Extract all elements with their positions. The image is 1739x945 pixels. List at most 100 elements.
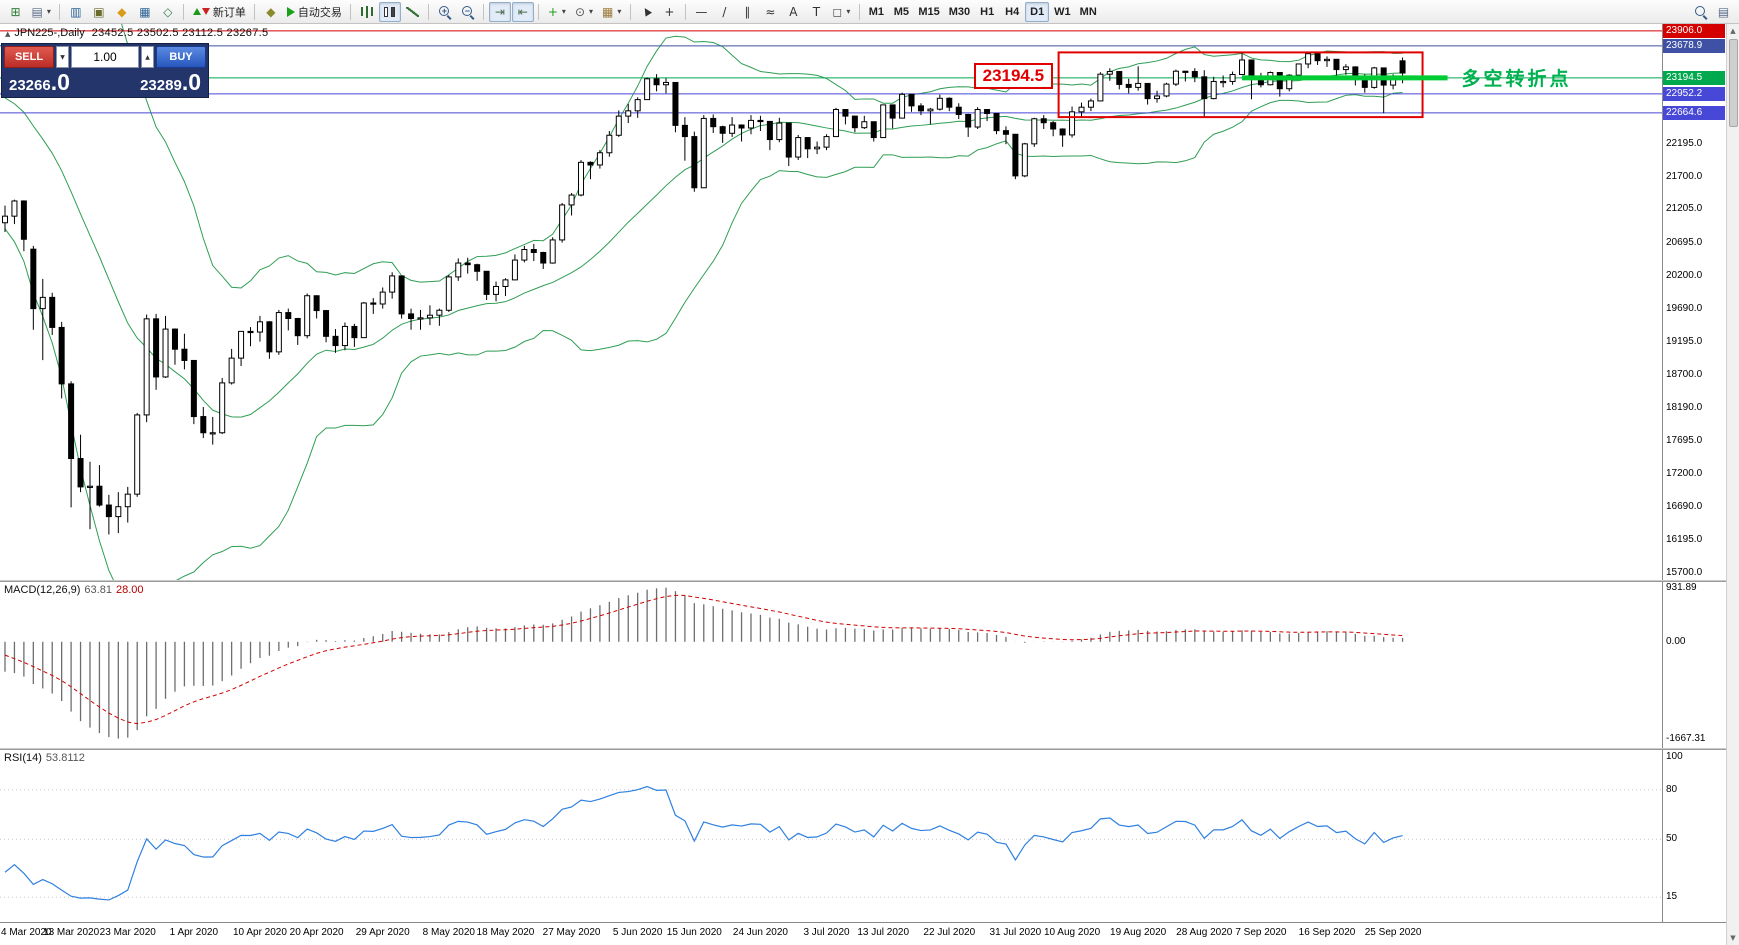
text-label-icon: T <box>812 4 821 19</box>
periods-icon: ⊙ <box>574 4 585 19</box>
price-tick-label: 16690.0 <box>1666 501 1703 513</box>
timeframe-h4-button[interactable]: H4 <box>1000 2 1024 22</box>
new-order-button[interactable]: 新订单 <box>189 2 250 22</box>
time-tick-label: 4 Mar 2020 <box>1 927 52 938</box>
dropdown-arrow-icon: ▾ <box>46 7 51 16</box>
zoom-out-icon: − <box>461 5 475 19</box>
cursor-button[interactable]: ▲ <box>635 2 657 22</box>
trendline-button[interactable]: / <box>713 2 735 22</box>
sell-price: 23266.0 <box>9 71 70 94</box>
crosshair-icon: + <box>664 4 675 19</box>
price-line-label: 23678.9 <box>1663 38 1725 53</box>
templates-button[interactable]: ▦ ▾ <box>598 2 625 22</box>
price-chart-plot[interactable]: ▲ JPN225-,Daily 23452.5 23502.5 23112.5 23… <box>0 24 1662 580</box>
volume-increase-button[interactable]: ▲ <box>141 46 154 68</box>
price-axis[interactable]: 22195.0 21700.0 21205.0 20695.0 20200.0 19690… <box>1662 24 1726 580</box>
metaeditor-button[interactable]: ◆ <box>260 2 282 22</box>
macd-name: MACD(12,26,9) <box>4 584 81 596</box>
crosshair-button[interactable]: + <box>658 2 680 22</box>
zoom-out-button[interactable]: − <box>457 2 479 22</box>
timeframe-d1-button-label: D1 <box>1030 5 1045 18</box>
rsi-line <box>4 785 1403 901</box>
time-tick-label: 8 May 2020 <box>422 927 475 938</box>
macd-tick-label: 0.00 <box>1666 635 1686 647</box>
annotation-rectangle[interactable] <box>1057 51 1424 119</box>
dropdown-arrow-icon: ▾ <box>617 7 622 16</box>
new-chart-icon: ⊞ <box>10 4 21 19</box>
sell-button[interactable]: SELL <box>4 46 54 68</box>
pane-separator[interactable] <box>0 748 1726 750</box>
autotrading-button[interactable]: 自动交易 <box>283 2 346 22</box>
time-tick-label: 25 Sep 2020 <box>1364 927 1422 938</box>
bar-chart-button[interactable] <box>356 2 378 22</box>
scrollbar-thumb[interactable] <box>1728 39 1738 127</box>
search-button[interactable] <box>1690 2 1712 22</box>
volume-decrease-button[interactable]: ▼ <box>56 46 69 68</box>
terminal-icon: ▦ <box>139 4 151 19</box>
scroll-up-button[interactable]: ▲ <box>1730 27 1736 35</box>
timeframe-w1-button[interactable]: W1 <box>1050 2 1075 22</box>
horizontal-line-button[interactable]: — <box>690 2 712 22</box>
rsi-plot[interactable]: RSI(14) 53.8112 <box>0 750 1662 922</box>
price-tick-label: 15700.0 <box>1666 566 1703 578</box>
chart-shift-button[interactable]: ⇤ <box>511 1 534 22</box>
chart-column: ▲ JPN225-,Daily 23452.5 23502.5 23112.5 23… <box>0 24 1726 945</box>
new-chart-button[interactable]: ⊞ <box>5 2 27 22</box>
auto-scroll-button[interactable]: ⇥ <box>488 1 511 22</box>
chart-windows-icon: ▤ <box>1717 4 1730 19</box>
text-label-button[interactable]: T <box>805 2 827 22</box>
macd-title: MACD(12,26,9) 63.81 28.00 <box>4 584 143 596</box>
fibonacci-button[interactable]: ≈ <box>759 2 781 22</box>
periods-button[interactable]: ⊙ ▾ <box>571 2 597 22</box>
timeframe-h1-button[interactable]: H1 <box>975 2 999 22</box>
arrows-button[interactable]: ◻ ▾ <box>828 2 854 22</box>
vertical-scrollbar[interactable]: ▲ ▼ <box>1726 24 1739 945</box>
equidistant-channel-button[interactable]: ∥ <box>736 2 758 22</box>
indicators-button[interactable]: + ▾ <box>544 2 570 22</box>
line-chart-icon <box>406 6 420 17</box>
time-axis[interactable]: 4 Mar 2020 13 Mar 2020 23 Mar 2020 1 Apr 20… <box>0 922 1726 945</box>
timeframe-mn-button[interactable]: MN <box>1076 2 1101 22</box>
toolbar-separator <box>684 3 686 20</box>
navigator-button[interactable]: ◆ <box>111 2 133 22</box>
text-button[interactable]: A <box>782 2 804 22</box>
timeframe-m30-button[interactable]: M30 <box>945 2 974 22</box>
zoom-in-button[interactable]: + <box>434 2 456 22</box>
autotrading-icon <box>286 6 295 17</box>
buy-button[interactable]: BUY <box>156 46 206 68</box>
timeframe-m30-button-label: M30 <box>948 5 971 18</box>
time-tick-label: 13 Jul 2020 <box>857 927 910 938</box>
profiles-button[interactable]: ▤ ▾ <box>28 2 55 22</box>
timeframe-d1-button[interactable]: D1 <box>1025 1 1050 22</box>
strategy-tester-button[interactable]: ◇ <box>157 2 179 22</box>
timeframe-m15-button[interactable]: M15 <box>914 2 943 22</box>
toolbar-separator <box>858 3 860 20</box>
timeframe-m5-button[interactable]: M5 <box>889 2 913 22</box>
terminal-button[interactable]: ▦ <box>134 2 156 22</box>
price-tick-label: 21205.0 <box>1666 203 1703 215</box>
line-chart-button[interactable] <box>402 2 424 22</box>
candlestick-chart-button[interactable] <box>378 1 401 22</box>
turning-point-label[interactable]: 多空转折点 <box>1461 69 1572 91</box>
timeframe-m1-button[interactable]: M1 <box>864 2 888 22</box>
price-line-label: 23906.0 <box>1663 24 1725 38</box>
chart-ohlc-values: 23452.5 23502.5 23112.5 23267.5 <box>91 27 269 39</box>
time-tick-label: 16 Sep 2020 <box>1298 927 1356 938</box>
autotrading-button-label: 自动交易 <box>297 6 342 19</box>
market-watch-button[interactable]: ▥ <box>65 2 87 22</box>
scroll-down-button[interactable]: ▼ <box>1730 934 1736 942</box>
toolbar-separator <box>254 3 256 20</box>
macd-plot[interactable]: MACD(12,26,9) 63.81 28.00 <box>0 582 1662 748</box>
time-tick-label: 19 Aug 2020 <box>1110 927 1167 938</box>
one-click-toggle-button[interactable]: ▲ <box>5 30 11 38</box>
price-tick-label: 16195.0 <box>1666 534 1703 546</box>
pane-separator[interactable] <box>0 580 1726 582</box>
data-window-button[interactable]: ▣ <box>88 2 110 22</box>
price-callout-label[interactable]: 23194.5 <box>973 62 1054 89</box>
rsi-title: RSI(14) 53.8112 <box>4 752 85 764</box>
toolbar-separator <box>183 3 185 20</box>
chart-windows-button[interactable]: ▤ <box>1713 2 1735 22</box>
volume-input[interactable] <box>71 46 139 68</box>
time-tick-label: 13 Mar 2020 <box>43 927 100 938</box>
